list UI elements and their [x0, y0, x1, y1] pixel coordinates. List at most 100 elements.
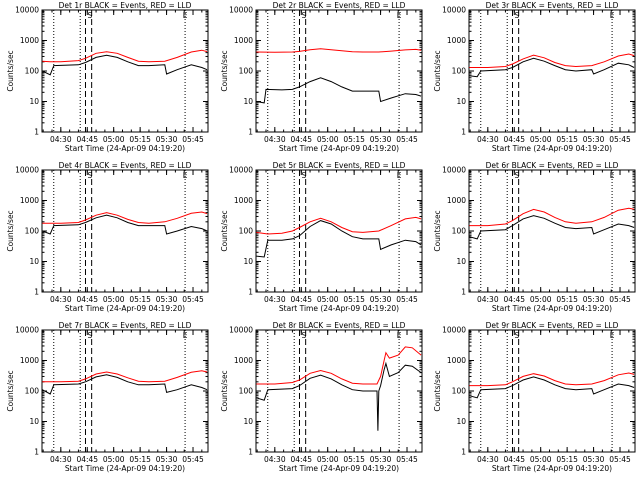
y-tick-label: 1: [248, 448, 253, 457]
series-events-line: [469, 57, 635, 78]
y-tick-label: 1: [34, 128, 39, 137]
series-events-line: [469, 215, 635, 240]
x-tick-label: 05:45: [396, 135, 418, 144]
y-tick-label: 1000: [20, 196, 39, 205]
y-tick-label: 10000: [442, 166, 466, 175]
y-axis-label: Counts/sec: [220, 210, 229, 251]
y-tick-label: 1: [461, 448, 466, 457]
y-tick-label: 1000: [20, 36, 39, 45]
x-tick-label: 05:30: [583, 295, 605, 304]
x-tick-label: 05:30: [156, 295, 178, 304]
panel-title: Det 7r BLACK = Events, RED = LLD: [59, 321, 192, 330]
panel-det-7r: Det 7r BLACK = Events, RED = LLD Start Ti…: [6, 321, 209, 473]
y-tick-label: 1000: [234, 356, 253, 365]
marker-label-s: S: [515, 11, 520, 20]
panel-det-4r: Det 4r BLACK = Events, RED = LLD Start Ti…: [6, 161, 209, 313]
y-axis-label: Counts/sec: [433, 210, 442, 251]
x-tick-label: 05:45: [182, 455, 204, 464]
series-lld-line: [469, 372, 635, 387]
marker-label-s: S: [302, 171, 307, 180]
y-tick-label: 10: [243, 257, 253, 266]
x-axis-label: Start Time (24-Apr-09 04:19:20): [492, 304, 612, 313]
y-tick-label: 1000: [234, 36, 253, 45]
panel-title: Det 3r BLACK = Events, RED = LLD: [486, 1, 619, 10]
x-tick-label: 04:45: [76, 135, 98, 144]
y-axis-label: Counts/sec: [433, 370, 442, 411]
panel-title: Det 4r BLACK = Events, RED = LLD: [59, 161, 192, 170]
x-tick-label: 05:00: [103, 295, 125, 304]
x-tick-label: 05:30: [156, 135, 178, 144]
x-tick-label: 04:45: [503, 295, 525, 304]
x-tick-label: 05:45: [609, 295, 631, 304]
marker-label-s: S: [88, 331, 93, 340]
marker-label-e: E: [610, 171, 615, 180]
x-tick-label: 05:15: [129, 135, 151, 144]
panel-det-1r: Det 1r BLACK = Events, RED = LLD Start Ti…: [6, 1, 209, 153]
y-tick-label: 1: [248, 128, 253, 137]
y-tick-label: 100: [452, 227, 467, 236]
plot-frame: [41, 169, 209, 293]
x-tick-label: 05:00: [103, 455, 125, 464]
marker-label-e: E: [610, 331, 615, 340]
panel-det-5r: Det 5r BLACK = Events, RED = LLD Start Ti…: [220, 161, 423, 313]
x-tick-label: 04:30: [50, 135, 72, 144]
y-tick-label: 100: [25, 67, 40, 76]
marker-label-e: E: [183, 11, 188, 20]
series-events-line: [42, 214, 208, 235]
x-tick-label: 05:00: [103, 135, 125, 144]
panel-det-3r: Det 3r BLACK = Events, RED = LLD Start Ti…: [433, 1, 636, 153]
x-axis-label: Start Time (24-Apr-09 04:19:20): [279, 464, 399, 473]
x-tick-label: 05:30: [583, 135, 605, 144]
x-tick-label: 04:45: [290, 135, 312, 144]
series-lld-line: [469, 53, 635, 68]
marker-label-s: S: [302, 11, 307, 20]
y-tick-label: 10: [456, 97, 466, 106]
y-tick-label: 10: [29, 417, 39, 426]
x-tick-label: 05:15: [343, 135, 365, 144]
series-lld-line: [256, 216, 422, 235]
y-tick-label: 10: [243, 97, 253, 106]
y-tick-label: 1: [461, 288, 466, 297]
y-tick-label: 10: [243, 417, 253, 426]
x-tick-label: 05:15: [556, 455, 578, 464]
x-axis-label: Start Time (24-Apr-09 04:19:20): [492, 144, 612, 153]
y-tick-label: 1000: [447, 356, 466, 365]
panel-title: Det 1r BLACK = Events, RED = LLD: [59, 1, 192, 10]
panel-title: Det 9r BLACK = Events, RED = LLD: [486, 321, 619, 330]
y-tick-label: 10: [29, 257, 39, 266]
y-tick-label: 10000: [229, 6, 253, 15]
y-tick-label: 10000: [442, 326, 466, 335]
x-tick-label: 04:30: [477, 135, 499, 144]
marker-label-e: E: [397, 11, 402, 20]
marker-label-s: S: [302, 331, 307, 340]
x-tick-label: 05:00: [530, 135, 552, 144]
y-tick-label: 10000: [229, 166, 253, 175]
x-tick-label: 05:00: [530, 295, 552, 304]
x-tick-label: 05:45: [396, 295, 418, 304]
y-axis-label: Counts/sec: [6, 50, 15, 91]
x-tick-label: 04:45: [503, 455, 525, 464]
y-tick-label: 1: [34, 448, 39, 457]
x-tick-label: 05:30: [370, 135, 392, 144]
y-axis-label: Counts/sec: [220, 50, 229, 91]
x-tick-label: 05:30: [156, 455, 178, 464]
x-tick-label: 05:45: [609, 455, 631, 464]
plot-frame: [468, 169, 636, 293]
x-tick-label: 04:45: [290, 295, 312, 304]
y-tick-label: 100: [25, 387, 40, 396]
x-axis-label: Start Time (24-Apr-09 04:19:20): [492, 464, 612, 473]
panel-det-6r: Det 6r BLACK = Events, RED = LLD Start Ti…: [433, 161, 636, 313]
x-tick-label: 05:15: [343, 295, 365, 304]
y-tick-label: 10000: [229, 326, 253, 335]
y-tick-label: 1000: [20, 356, 39, 365]
marker-label-e: E: [183, 331, 188, 340]
y-tick-label: 100: [239, 67, 254, 76]
series-events-line: [256, 220, 422, 258]
panel-det-9r: Det 9r BLACK = Events, RED = LLD Start Ti…: [433, 321, 636, 473]
marker-label-s: S: [515, 171, 520, 180]
y-tick-label: 100: [452, 387, 467, 396]
series-events-line: [42, 374, 208, 395]
series-events-line: [256, 361, 422, 431]
x-tick-label: 05:15: [129, 455, 151, 464]
marker-label-s: S: [515, 331, 520, 340]
